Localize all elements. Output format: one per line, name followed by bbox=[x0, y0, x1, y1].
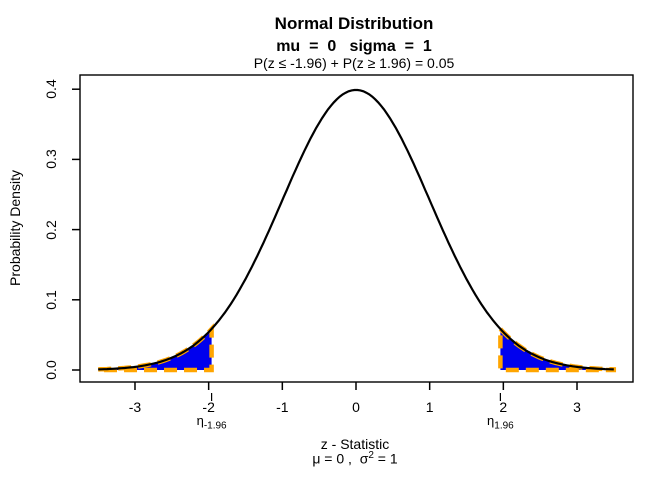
plot-border bbox=[79, 74, 634, 383]
axis-ticks bbox=[72, 88, 578, 401]
y-axis-title: Probability Density bbox=[7, 170, 23, 286]
eta-right-subscript: 1.96 bbox=[494, 420, 514, 432]
left-tail-fill bbox=[98, 329, 212, 370]
x-tick-label: 2 bbox=[499, 399, 508, 415]
chart-title: Normal Distribution bbox=[274, 14, 434, 33]
x-axis-subtitle-post: = 1 bbox=[373, 450, 398, 467]
eta-label-right: η1.96 bbox=[487, 413, 514, 432]
x-axis-subtitle: μ = 0 , σ2 = 1 bbox=[312, 450, 397, 467]
y-tick-label: 0.2 bbox=[43, 219, 59, 240]
eta-label-left: η-1.96 bbox=[197, 413, 227, 432]
x-tick-label: 3 bbox=[573, 399, 581, 415]
x-tick-label: 1 bbox=[425, 399, 434, 415]
chart-subtitle: mu = 0 sigma = 1 bbox=[276, 38, 432, 55]
x-tick-label: -2 bbox=[202, 399, 215, 415]
eta-right-base: η bbox=[487, 413, 495, 428]
y-tick-label: 0.1 bbox=[43, 290, 59, 310]
eta-left-subscript: -1.96 bbox=[203, 420, 227, 432]
y-tick-label: 0.3 bbox=[43, 149, 59, 170]
x-tick-label: 0 bbox=[352, 399, 360, 415]
x-tick-label: -3 bbox=[128, 399, 142, 415]
sigma-squared-exponent: 2 bbox=[368, 450, 374, 461]
eta-left-base: η bbox=[196, 413, 204, 428]
right-tail-fill bbox=[500, 329, 614, 370]
x-tick-label: -1 bbox=[276, 399, 289, 415]
x-axis-title: z - Statistic bbox=[320, 436, 390, 452]
y-tick-label: 0.4 bbox=[43, 79, 59, 99]
density-curve bbox=[98, 88, 614, 371]
x-axis-subtitle-pre: μ = 0 , σ bbox=[312, 450, 369, 467]
y-tick-label: 0.0 bbox=[43, 360, 59, 380]
chart-annotation: P(z ≤ -1.96) + P(z ≥ 1.96) = 0.05 bbox=[253, 55, 455, 71]
